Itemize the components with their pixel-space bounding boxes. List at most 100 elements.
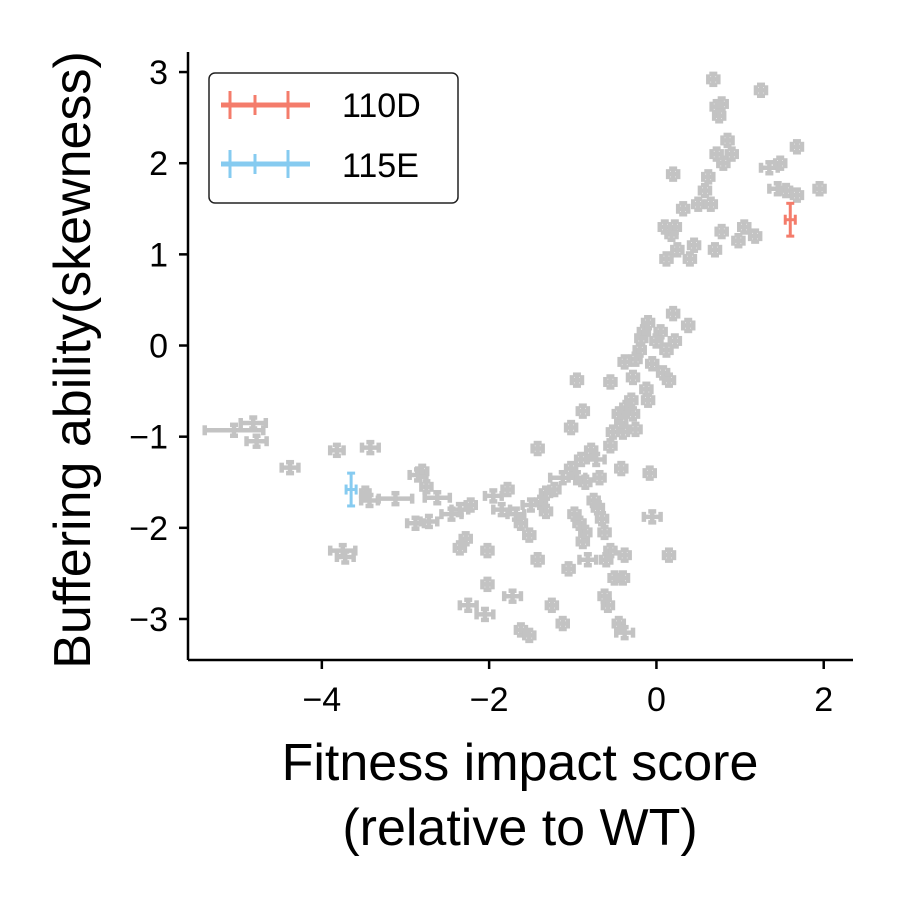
point-background [563, 419, 579, 436]
point-background [747, 228, 763, 244]
y-tick-label: −2 [129, 510, 168, 548]
point-background [522, 627, 537, 644]
point-background [720, 132, 735, 149]
y-tick-label: 0 [149, 328, 168, 366]
x-tick-label: 0 [647, 681, 666, 719]
point-background [644, 356, 660, 372]
point-background [665, 305, 681, 322]
point-background [632, 342, 647, 358]
point-background [624, 392, 639, 408]
point-background [667, 219, 683, 235]
point-background [480, 576, 495, 593]
point-background [703, 196, 719, 212]
legend-marker-115e [221, 150, 310, 178]
point-background [359, 439, 381, 456]
point-background [670, 242, 685, 258]
point-background [597, 524, 612, 541]
point-background [463, 497, 478, 513]
y-tick-label: 3 [149, 54, 168, 92]
legend-marker-110d [221, 91, 310, 119]
point-background [567, 506, 582, 522]
point-background [789, 187, 805, 203]
point-background [659, 342, 674, 358]
point-background [753, 82, 769, 99]
point-background [665, 166, 681, 182]
point-background [625, 369, 641, 386]
legend: 110D 115E [208, 72, 459, 204]
point-background [628, 421, 643, 438]
point-background [480, 542, 495, 559]
point-background [614, 624, 636, 641]
point-background [789, 139, 805, 155]
y-axis-title: Buffering ability(skewness) [44, 51, 102, 669]
point-background [642, 465, 658, 481]
x-tick-label: 2 [814, 681, 833, 719]
point-background [358, 485, 372, 501]
point-background [690, 196, 706, 212]
point-background [667, 333, 683, 349]
point-background [736, 219, 752, 235]
x-axis-title: Fitness impact score (relative to WT) [282, 734, 759, 857]
point-background [615, 570, 631, 586]
point-background [686, 237, 702, 253]
point-background [452, 540, 468, 556]
point-background [238, 415, 269, 431]
x-tick-label: −2 [470, 681, 509, 719]
point-background [544, 597, 560, 614]
y-tick-label: −1 [129, 419, 168, 457]
x-axis-title-line-1: Fitness impact score [282, 734, 759, 792]
point-background [279, 459, 301, 476]
y-tick-label: 2 [149, 145, 168, 183]
point-background [772, 155, 788, 171]
point-background [578, 474, 593, 490]
x-tick-label: −4 [302, 681, 341, 719]
point-background [701, 169, 716, 185]
point-background [575, 533, 591, 550]
point-background [711, 108, 727, 124]
point-background [653, 324, 668, 340]
point-background [641, 509, 663, 525]
point-background [530, 552, 545, 568]
point-background [334, 549, 356, 565]
point-background [697, 182, 713, 199]
point-background [731, 232, 746, 249]
point-background [585, 451, 607, 468]
point-background [404, 515, 427, 531]
point-background [778, 182, 794, 199]
point-background [640, 315, 656, 331]
point-background [573, 451, 589, 468]
point-background [714, 96, 729, 112]
point-background [457, 597, 479, 614]
point-background [422, 490, 453, 506]
point-background [522, 527, 537, 543]
point-background [594, 510, 610, 527]
point-background [603, 438, 618, 454]
point-background [603, 374, 618, 390]
point-background [244, 433, 269, 449]
point-background [569, 372, 585, 388]
point-background [414, 463, 430, 480]
point-background [707, 242, 723, 258]
legend-label-115e: 115E [342, 147, 419, 185]
legend-label-110d: 110D [342, 87, 421, 125]
point-110d [783, 201, 797, 238]
point-background [577, 552, 599, 568]
point-background [538, 503, 554, 520]
point-background [617, 354, 632, 370]
point-background [603, 542, 618, 559]
point-background [555, 615, 571, 632]
point-background [376, 490, 415, 507]
point-background [474, 606, 496, 623]
point-background [680, 317, 696, 334]
point-background [500, 481, 515, 498]
point-background [530, 440, 545, 457]
point-background [614, 460, 629, 477]
point-background [547, 481, 562, 498]
point-background [714, 223, 729, 240]
data-points-layer [202, 71, 827, 644]
y-tick-label: −3 [129, 601, 168, 639]
point-background [513, 515, 529, 531]
point-background [419, 479, 434, 495]
point-background [600, 597, 616, 614]
